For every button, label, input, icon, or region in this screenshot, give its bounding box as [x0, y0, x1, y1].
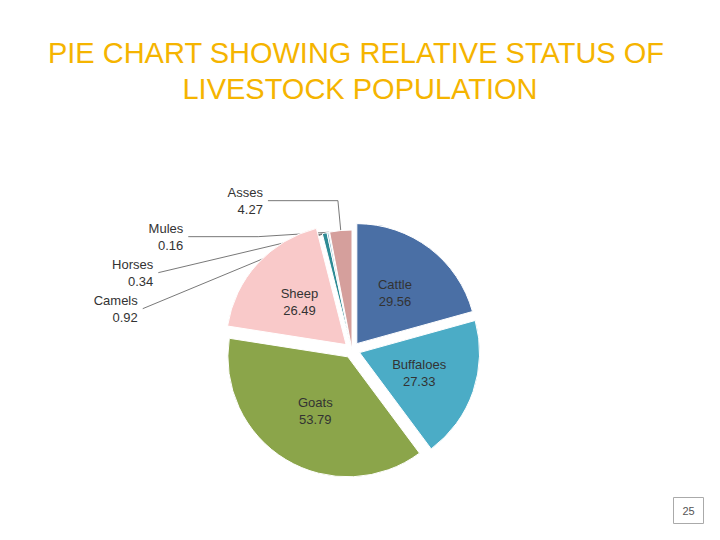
svg-text:53.79: 53.79 [299, 412, 332, 427]
svg-text:Buffaloes: Buffaloes [392, 357, 446, 372]
svg-text:27.33: 27.33 [403, 374, 436, 389]
svg-text:4.27: 4.27 [238, 202, 263, 217]
svg-text:Horses: Horses [112, 257, 154, 272]
svg-text:Goats: Goats [298, 395, 333, 410]
svg-text:Cattle: Cattle [378, 277, 412, 292]
svg-text:Sheep: Sheep [281, 286, 319, 301]
svg-text:Camels: Camels [94, 293, 139, 308]
svg-text:0.34: 0.34 [128, 274, 153, 289]
svg-text:25: 25 [682, 505, 694, 517]
svg-text:29.56: 29.56 [379, 294, 412, 309]
svg-text:Mules: Mules [149, 221, 184, 236]
svg-text:LIVESTOCK POPULATION: LIVESTOCK POPULATION [182, 73, 537, 105]
svg-text:26.49: 26.49 [283, 303, 316, 318]
svg-text:0.16: 0.16 [158, 238, 183, 253]
svg-text:0.92: 0.92 [112, 310, 137, 325]
svg-text:Asses: Asses [228, 185, 264, 200]
svg-text:PIE CHART SHOWING RELATIVE STA: PIE CHART SHOWING RELATIVE STATUS OF [48, 37, 672, 69]
